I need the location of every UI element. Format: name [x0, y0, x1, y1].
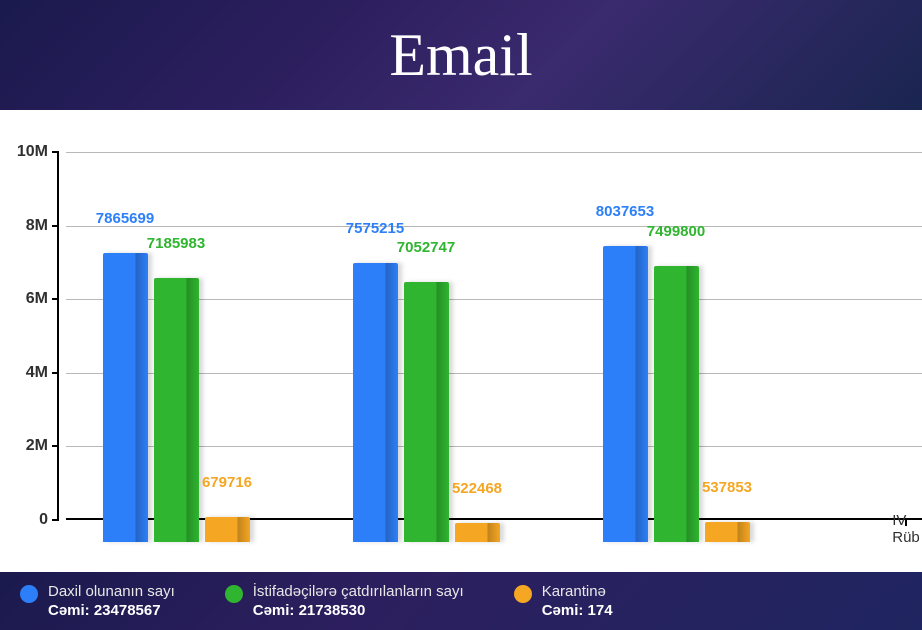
y-tick-label: 8M	[26, 217, 48, 235]
bar-value-label: 8037653	[596, 203, 654, 220]
legend-text: Daxil olunanın sayıCəmi: 23478567	[48, 582, 175, 621]
bar	[455, 523, 500, 542]
y-tick-mark	[52, 298, 59, 300]
y-tick-label: 4M	[26, 364, 48, 382]
bar-value-label: 7052747	[397, 239, 455, 256]
y-tick-label: 10M	[17, 143, 48, 161]
legend-series-label: İstifadəçilərə çatdırılanların sayı	[253, 582, 464, 602]
bar	[603, 246, 648, 542]
legend-dot-icon	[20, 585, 38, 603]
email-chart: 02M4M6M8M10M I Rüb78656997185983679716II…	[0, 110, 922, 572]
bar	[154, 278, 199, 542]
bar-value-label: 7185983	[147, 235, 205, 252]
legend-series-total: Cəmi: 23478567	[48, 601, 175, 621]
y-tick-mark	[52, 151, 59, 153]
bar-value-label: 537853	[702, 479, 752, 496]
bar	[103, 253, 148, 542]
y-tick-mark	[52, 445, 59, 447]
y-tick-label: 2M	[26, 437, 48, 455]
bar-value-label: 7499800	[647, 223, 705, 240]
legend-dot-icon	[514, 585, 532, 603]
gridline	[66, 152, 922, 153]
bar	[654, 266, 699, 542]
legend-footer: Daxil olunanın sayıCəmi: 23478567 İstifad…	[0, 572, 922, 630]
y-axis-line	[57, 152, 59, 520]
bar	[205, 517, 250, 542]
bar-value-label: 679716	[202, 474, 252, 491]
y-tick-label: 6M	[26, 290, 48, 308]
y-tick-mark	[52, 372, 59, 374]
gridline	[66, 226, 922, 227]
legend-text: İstifadəçilərə çatdırılanların sayıCəmi:…	[253, 582, 464, 621]
x-category-label: IV Rüb	[892, 512, 920, 546]
legend-item: İstifadəçilərə çatdırılanların sayıCəmi:…	[225, 582, 464, 621]
legend-series-label: Karantinə	[542, 582, 613, 602]
legend-series-total: Cəmi: 21738530	[253, 601, 464, 621]
legend-dot-icon	[225, 585, 243, 603]
y-tick-mark	[52, 225, 59, 227]
bar	[705, 522, 750, 542]
y-tick-label: 0	[39, 511, 48, 529]
header-panel: Email	[0, 0, 922, 110]
legend-series-total: Cəmi: 174	[542, 601, 613, 621]
bar-value-label: 522468	[452, 480, 502, 497]
y-axis: 02M4M6M8M10M	[0, 152, 66, 542]
bar	[404, 282, 449, 542]
bar	[353, 263, 398, 542]
legend-series-label: Daxil olunanın sayı	[48, 582, 175, 602]
page-title: Email	[389, 21, 532, 90]
bar-value-label: 7575215	[346, 220, 404, 237]
y-tick-mark	[52, 519, 59, 521]
bar-value-label: 7865699	[96, 210, 154, 227]
plot-region: I Rüb78656997185983679716II Rüb757521570…	[66, 152, 922, 542]
legend-text: KarantinəCəmi: 174	[542, 582, 613, 621]
legend-item: KarantinəCəmi: 174	[514, 582, 613, 621]
legend-item: Daxil olunanın sayıCəmi: 23478567	[20, 582, 175, 621]
